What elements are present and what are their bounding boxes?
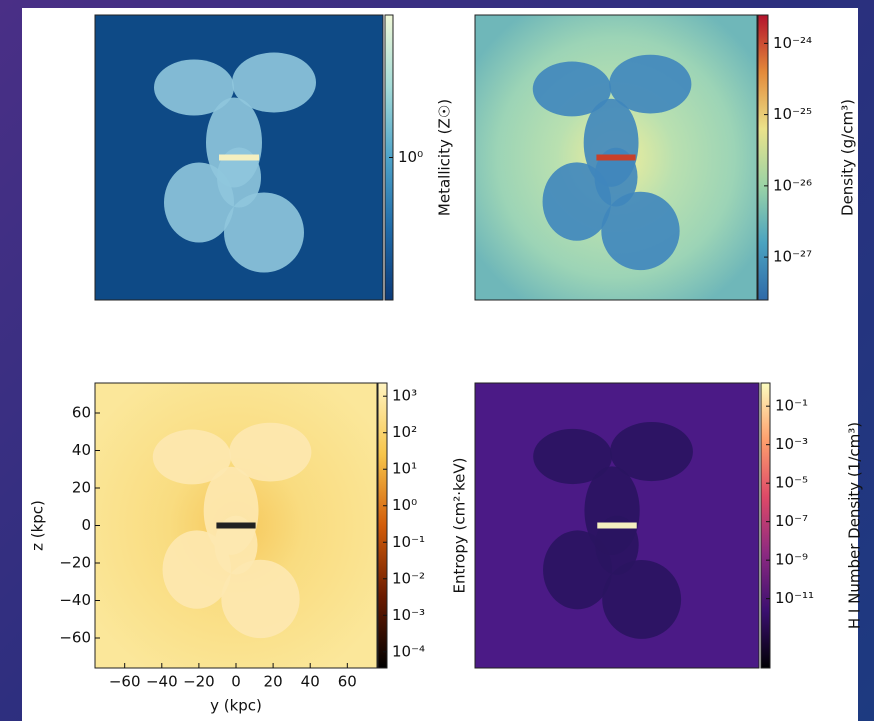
disk — [216, 523, 255, 529]
colorbar-label: Density (g/cm³) — [839, 99, 857, 216]
colorbar-tick-label: 10⁻¹ — [392, 533, 425, 551]
colorbar — [378, 383, 387, 668]
x-tick-label: 40 — [301, 673, 320, 691]
colorbar-tick-label: 10⁻¹ — [775, 397, 808, 415]
colorbar-tick-label: 10¹ — [392, 460, 417, 478]
colorbar-label: Metallicity (Z☉) — [436, 99, 454, 216]
y-tick-label: −20 — [59, 554, 91, 572]
disk — [219, 155, 259, 161]
page: {"chart_data": [ {"type": "heatmap", "co… — [0, 0, 874, 721]
x-tick-label: −40 — [146, 673, 178, 691]
x-tick-label: 0 — [231, 673, 241, 691]
y-tick-label: 40 — [72, 441, 91, 459]
y-tick-label: 20 — [72, 479, 91, 497]
colorbar-tick-label: 10⁻²⁷ — [773, 248, 812, 266]
y-tick-label: −40 — [59, 591, 91, 609]
colorbar-tick-label: 10⁰ — [398, 148, 423, 166]
colorbar-tick-label: 10³ — [392, 387, 417, 405]
colorbar-tick-label: 10⁻² — [392, 569, 425, 587]
colorbar-tick-label: 10⁻³ — [775, 435, 808, 453]
colorbar — [761, 383, 770, 668]
colorbar-tick-label: 10² — [392, 423, 417, 441]
x-tick-label: 60 — [338, 673, 357, 691]
x-tick-label: −60 — [109, 673, 141, 691]
disk — [596, 155, 635, 161]
colorbar-tick-label: 10⁻⁴ — [392, 642, 425, 660]
colorbar-tick-label: 10⁻²⁴ — [773, 34, 812, 52]
y-tick-label: 60 — [72, 404, 91, 422]
colorbar-tick-label: 10⁻²⁶ — [773, 176, 812, 194]
y-axis-label: z (kpc) — [29, 500, 47, 551]
x-tick-label: −20 — [183, 673, 215, 691]
y-tick-label: −60 — [59, 629, 91, 647]
figure: 10⁰ Metallicity (Z☉) 10⁻²⁴ 10⁻²⁵ 10⁻²⁶ 10⁻²⁷ D… — [0, 0, 874, 721]
colorbar-tick-label: 10⁻⁷ — [775, 512, 808, 530]
colorbar-tick-label: 10⁻³ — [392, 606, 425, 624]
colorbar-tick-label: 10⁻⁵ — [775, 474, 808, 492]
colorbar-tick-label: 10⁻⁹ — [775, 551, 808, 569]
y-tick-label: 0 — [81, 516, 91, 534]
colorbar-tick-label: 10⁰ — [392, 496, 417, 514]
colorbar-tick-label: 10⁻²⁵ — [773, 105, 812, 123]
colorbar-label: Entropy (cm²·keV) — [451, 457, 469, 593]
disk — [597, 523, 636, 529]
colorbar-tick-label: 10⁻¹¹ — [775, 589, 814, 607]
colorbar-label: H I Number Density (1/cm³) — [846, 422, 864, 629]
x-axis-label: y (kpc) — [210, 697, 262, 715]
x-tick-label: 20 — [264, 673, 283, 691]
